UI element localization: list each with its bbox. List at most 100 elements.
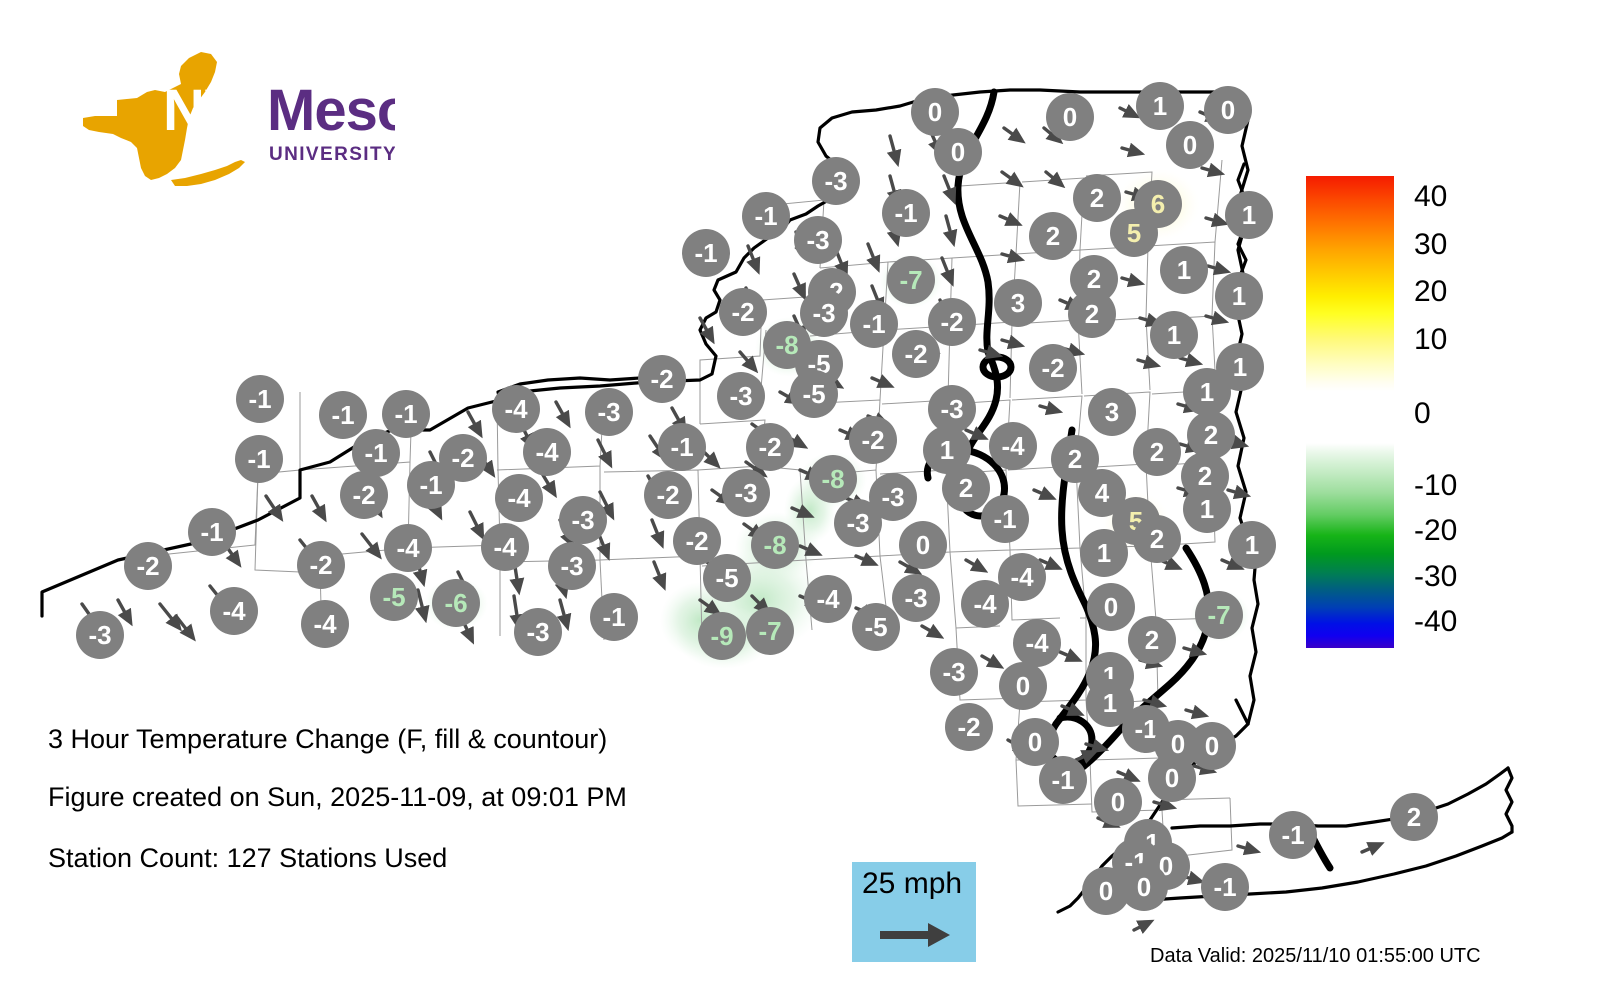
station-marker: -5 <box>703 554 751 602</box>
station-value: -3 <box>824 166 848 196</box>
station-marker: 1 <box>1150 311 1198 359</box>
colorbar-tick-label: 0 <box>1414 397 1431 430</box>
station-value: -2 <box>731 297 755 327</box>
station-value: -4 <box>1010 562 1034 592</box>
station-value: 5 <box>1126 218 1142 248</box>
station-value: -2 <box>685 526 709 556</box>
station-value: -4 <box>396 533 420 563</box>
station-value: 2 <box>1086 264 1102 294</box>
station-value: -2 <box>861 425 885 455</box>
station-value: 0 <box>1182 130 1198 160</box>
station-value: -2 <box>656 480 680 510</box>
station-value: -3 <box>88 620 112 650</box>
station-value: -9 <box>710 621 734 651</box>
station-value: -4 <box>1025 628 1049 658</box>
logo-university-text: UNIVERSITY AT ALBANY <box>269 144 395 165</box>
station-value: -3 <box>597 397 621 427</box>
colorbar-tick-label: 10 <box>1414 323 1448 357</box>
station-value: 0 <box>1164 763 1180 793</box>
station-marker: -8 <box>809 455 857 503</box>
nys-mesonet-logo: NYS Mesonet UNIVERSITY AT ALBANY <box>55 48 395 198</box>
station-value: -1 <box>394 399 418 429</box>
station-marker: 0 <box>1120 863 1168 911</box>
station-marker: -8 <box>751 521 799 569</box>
station-marker: 1 <box>923 426 971 474</box>
station-marker: -2 <box>1029 344 1077 392</box>
station-value: 0 <box>1098 876 1114 906</box>
station-value: 2 <box>958 473 974 503</box>
station-value: -1 <box>364 438 388 468</box>
station-marker: -4 <box>495 474 543 522</box>
station-value: 3 <box>1104 397 1120 427</box>
station-value: 0 <box>1220 95 1236 125</box>
station-marker: -3 <box>892 574 940 622</box>
station-marker: 1 <box>1183 368 1231 416</box>
station-value: 6 <box>1150 189 1166 219</box>
station-marker: -3 <box>559 496 607 544</box>
station-marker: -3 <box>794 216 842 264</box>
station-value: -2 <box>940 307 964 337</box>
station-marker: -7 <box>746 607 794 655</box>
station-value: -2 <box>758 432 782 462</box>
station-marker: -2 <box>638 355 686 403</box>
station-marker: -3 <box>800 289 848 337</box>
station-value: -3 <box>560 551 584 581</box>
station-value: -3 <box>940 394 964 424</box>
station-value: -4 <box>313 609 337 639</box>
station-value: 1 <box>1102 688 1118 718</box>
station-value: -4 <box>507 483 531 513</box>
station-marker: 0 <box>1046 93 1094 141</box>
station-value: -6 <box>444 588 468 618</box>
station-count-text: Station Count: 127 Stations Used <box>48 843 448 873</box>
station-value: -1 <box>670 432 694 462</box>
station-value: 2 <box>1149 524 1165 554</box>
station-value: -8 <box>763 530 787 560</box>
station-value: -5 <box>715 563 739 593</box>
station-value: 2 <box>1149 437 1165 467</box>
station-value: -3 <box>881 482 905 512</box>
station-value: -1 <box>602 602 626 632</box>
station-marker: -1 <box>382 390 430 438</box>
station-marker: -3 <box>722 469 770 517</box>
station-value: -1 <box>200 517 224 547</box>
station-marker: 0 <box>1188 722 1236 770</box>
station-marker: -4 <box>989 422 1037 470</box>
station-value: 2 <box>1197 461 1213 491</box>
station-value: -4 <box>493 532 517 562</box>
station-value: -8 <box>775 330 799 360</box>
colorbar-tick-label: -30 <box>1414 559 1458 593</box>
station-marker: -4 <box>384 524 432 572</box>
station-marker: -2 <box>124 542 172 590</box>
station-marker: -1 <box>352 429 400 477</box>
station-value: -1 <box>419 470 443 500</box>
station-value: 1 <box>1199 494 1215 524</box>
station-value: -1 <box>993 504 1017 534</box>
station-marker: -2 <box>849 416 897 464</box>
colorbar-tick-label: 40 <box>1414 179 1448 213</box>
station-marker: -2 <box>746 423 794 471</box>
station-value: 1 <box>1199 377 1215 407</box>
station-marker: -3 <box>930 648 978 696</box>
station-marker: -5 <box>852 603 900 651</box>
station-value: 0 <box>950 137 966 167</box>
station-marker: -1 <box>1201 863 1249 911</box>
station-value: -7 <box>1207 600 1231 630</box>
station-value: 2 <box>1144 625 1160 655</box>
colorbar-cool-segment <box>1306 443 1394 648</box>
station-marker: -9 <box>698 612 746 660</box>
station-value: 0 <box>1110 787 1126 817</box>
colorbar-tick-label: 30 <box>1414 227 1448 261</box>
station-marker: -1 <box>742 192 790 240</box>
station-value: -4 <box>535 437 559 467</box>
station-value: -3 <box>904 583 928 613</box>
station-marker: 0 <box>1087 583 1135 631</box>
station-marker: -7 <box>1195 591 1243 639</box>
station-marker: -1 <box>590 593 638 641</box>
station-value: 2 <box>1089 183 1105 213</box>
station-marker: 1 <box>1225 191 1273 239</box>
station-value: 0 <box>1136 872 1152 902</box>
station-value: -2 <box>1041 353 1065 383</box>
station-marker: -3 <box>869 473 917 521</box>
station-marker: -4 <box>210 587 258 635</box>
station-marker: -1 <box>1039 756 1087 804</box>
